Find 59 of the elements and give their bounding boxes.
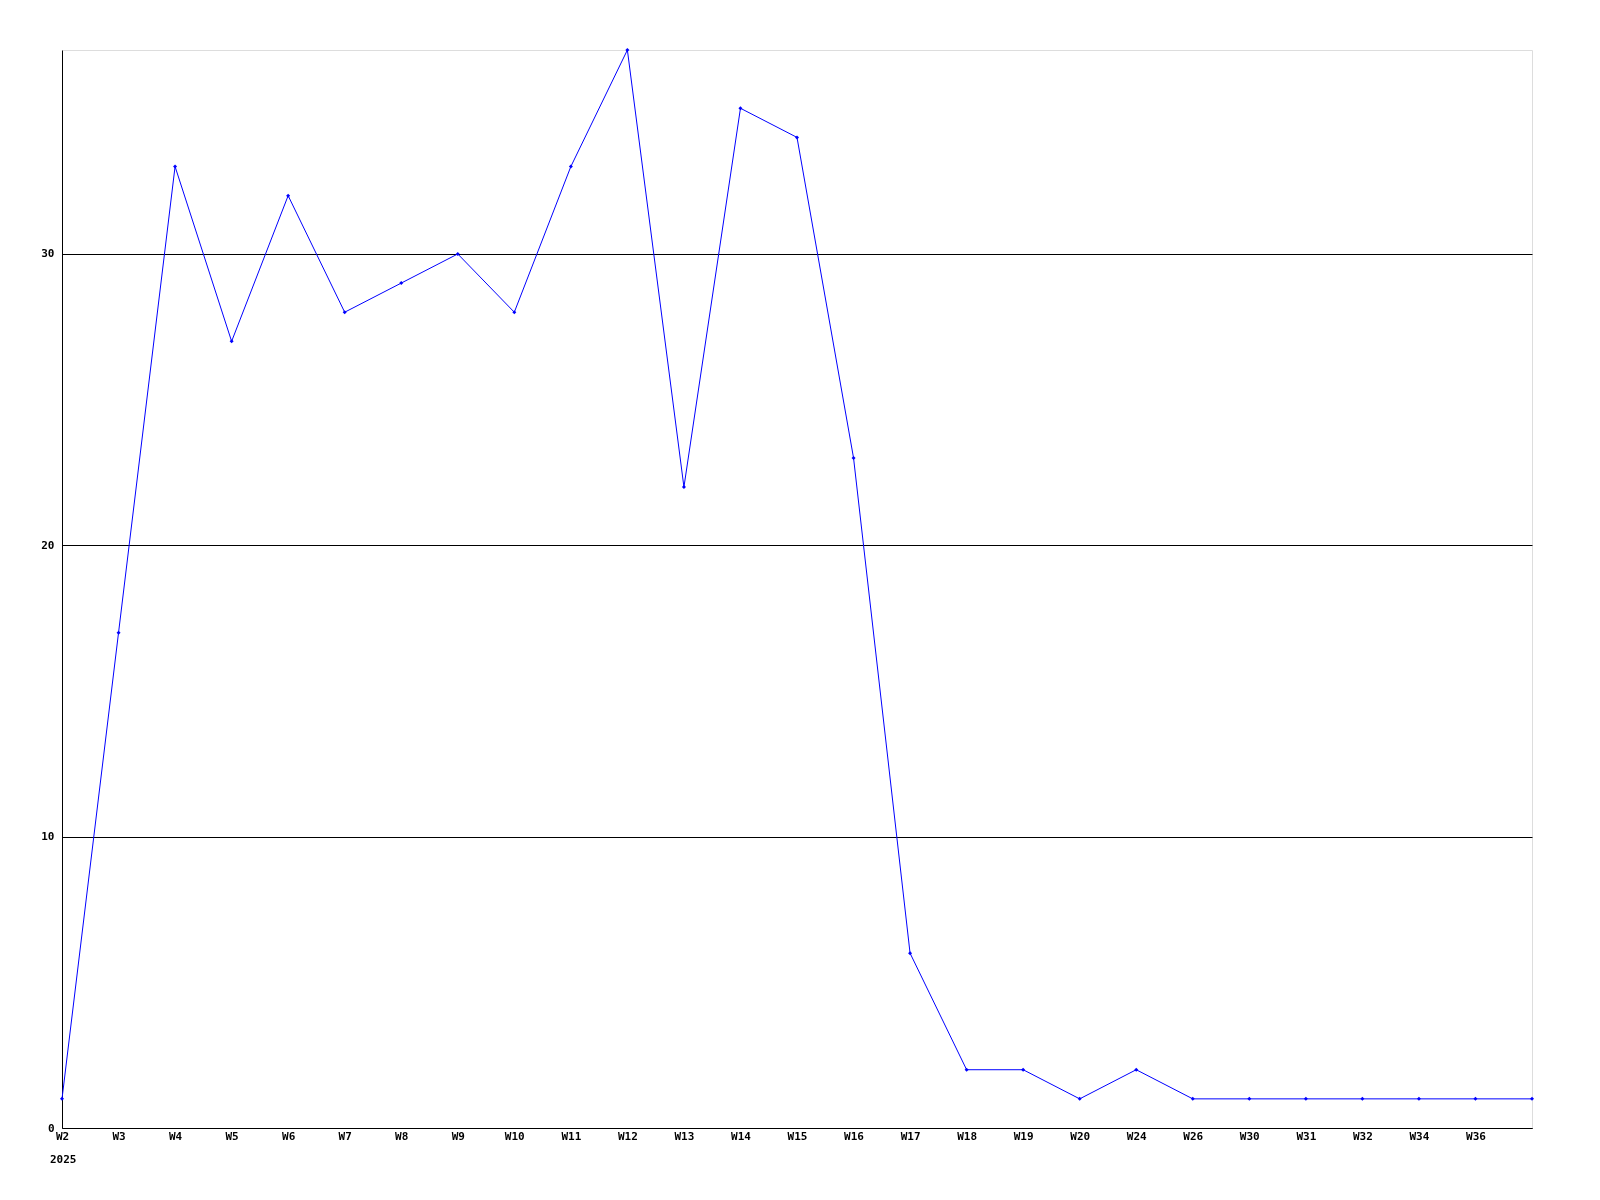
point: [964, 1067, 969, 1072]
point: [229, 339, 234, 344]
x-tick-label: W4: [168, 1129, 183, 1143]
point: [286, 193, 291, 198]
y-tick-label: 30: [41, 247, 55, 261]
x-tick-label: W11: [561, 1129, 582, 1143]
x-tick-label: W10: [504, 1129, 525, 1143]
x-tick-label: W7: [338, 1129, 352, 1143]
x-tick-label: W9: [451, 1129, 465, 1143]
point: [1134, 1067, 1139, 1072]
point: [1360, 1096, 1365, 1101]
x-tick-label: W16: [844, 1129, 865, 1143]
x-tick-label: W18: [957, 1129, 978, 1143]
x-tick-label: W5: [225, 1129, 239, 1143]
x-tick-label: W24: [1126, 1129, 1148, 1143]
x-tick-label: W36: [1466, 1129, 1487, 1143]
point: [1303, 1096, 1308, 1101]
x-tick-label: W15: [787, 1129, 808, 1143]
point: [1247, 1096, 1252, 1101]
x-tick-label: W6: [282, 1129, 296, 1143]
point: [512, 310, 517, 315]
point: [681, 485, 686, 490]
point: [1473, 1096, 1478, 1101]
x-tick-label: W3: [112, 1129, 126, 1143]
point: [908, 951, 913, 956]
point: [851, 455, 856, 460]
x-tick-label: W32: [1352, 1129, 1373, 1143]
point: [173, 164, 178, 169]
x-tick-label: W30: [1239, 1129, 1260, 1143]
y-tick-label: 0: [47, 1121, 55, 1135]
point: [116, 630, 121, 635]
x-tick-label: W14: [731, 1129, 752, 1143]
x-tick-label: W31: [1296, 1129, 1317, 1143]
y-tick-label: 20: [41, 538, 55, 552]
x-tick-label: W20: [1070, 1129, 1091, 1143]
point: [60, 1096, 64, 1101]
y-tick-label: 10: [41, 830, 55, 844]
point: [1021, 1067, 1026, 1072]
point: [568, 164, 573, 169]
x-tick-label: W13: [674, 1129, 695, 1143]
x-tick-label: W19: [1013, 1129, 1034, 1143]
point: [1190, 1096, 1195, 1101]
x-tick-label: W8: [395, 1129, 409, 1143]
x-tick-label: W26: [1183, 1129, 1204, 1143]
point: [455, 251, 460, 256]
x-tick-label: W12: [617, 1129, 638, 1143]
point: [1530, 1096, 1534, 1101]
point: [625, 48, 630, 52]
point: [1077, 1096, 1082, 1101]
point: [399, 281, 404, 286]
point: [795, 135, 799, 140]
line-series: [60, 48, 1534, 1101]
point: [1416, 1096, 1421, 1101]
text: 2025: [50, 1153, 77, 1166]
x-tick-label: W2: [55, 1129, 70, 1143]
x-tick-label: W17: [900, 1129, 921, 1143]
point: [342, 310, 347, 315]
x-tick-label: W34: [1409, 1129, 1430, 1143]
point: [738, 106, 743, 111]
